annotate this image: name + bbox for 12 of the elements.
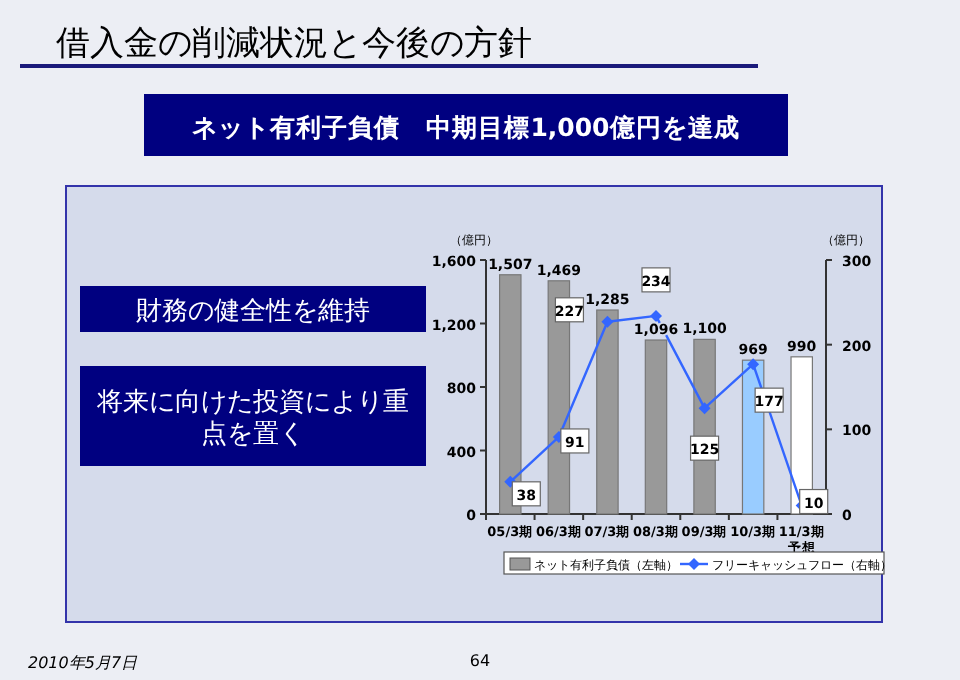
point xyxy=(601,315,614,328)
point xyxy=(698,402,711,415)
point xyxy=(747,358,760,371)
bar xyxy=(644,339,668,515)
bar xyxy=(596,309,619,515)
text: 2010年5月7日 xyxy=(28,654,140,672)
text: 財務の健全性を維持 xyxy=(136,297,370,327)
point xyxy=(650,309,662,322)
chart-subtitle: ネット有利子負債 中期目標1,000億円を達成 xyxy=(192,112,740,142)
chart-title: 借入金の削減状況と今後の方針 xyxy=(56,24,532,64)
text: 将来に向けた投資により重点を置く xyxy=(95,388,409,450)
text: 64 xyxy=(469,652,491,670)
